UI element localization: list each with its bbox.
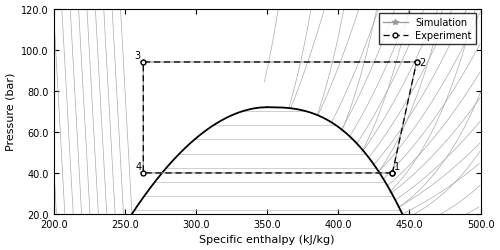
Legend: Simulation, Experiment: Simulation, Experiment xyxy=(380,14,476,45)
Text: 2: 2 xyxy=(420,58,426,68)
Text: 1: 1 xyxy=(394,161,400,171)
Text: 4: 4 xyxy=(136,161,142,171)
X-axis label: Specific enthalpy (kJ/kg): Specific enthalpy (kJ/kg) xyxy=(200,234,335,244)
Y-axis label: Pressure (bar): Pressure (bar) xyxy=(6,73,16,151)
Text: 3: 3 xyxy=(134,51,140,61)
